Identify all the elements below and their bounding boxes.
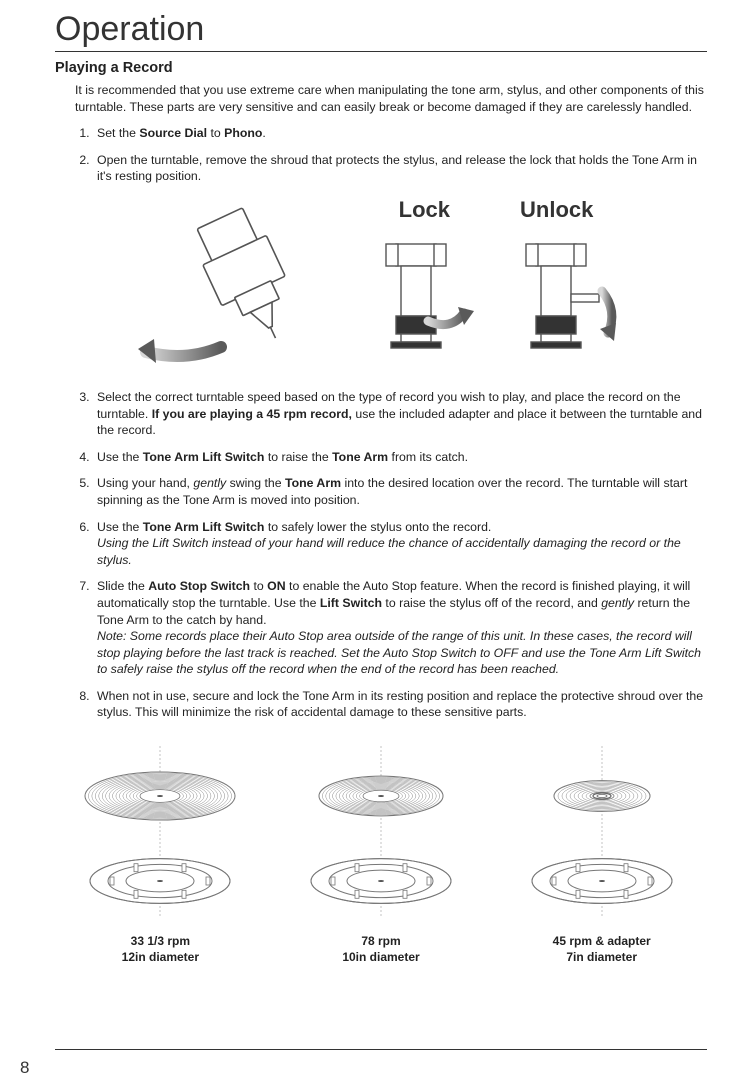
record-label-0: 33 1/3 rpm12in diameter — [55, 934, 266, 965]
footer-line — [55, 1049, 707, 1050]
page-number: 8 — [20, 1058, 29, 1078]
step-8: When not in use, secure and lock the Ton… — [93, 688, 707, 721]
diagram-row-1: Lock Unlock — [55, 197, 707, 371]
steps-list: Set the Source Dial to Phono. Open the t… — [75, 125, 707, 185]
step-7: Slide the Auto Stop Switch to ON to enab… — [93, 578, 707, 678]
record-item-1: 78 rpm10in diameter — [276, 746, 487, 965]
step-4: Use the Tone Arm Lift Switch to raise th… — [93, 449, 707, 466]
section-title: Playing a Record — [55, 60, 707, 76]
step-3: Select the correct turntable speed based… — [93, 389, 707, 439]
stylus-diagram — [126, 197, 326, 367]
record-item-2: 45 rpm & adapter7in diameter — [496, 746, 707, 965]
step-1: Set the Source Dial to Phono. — [93, 125, 707, 142]
step-2: Open the turntable, remove the shroud th… — [93, 152, 707, 185]
intro-text: It is recommended that you use extreme c… — [75, 82, 707, 115]
steps-list-cont: Select the correct turntable speed based… — [75, 389, 707, 721]
record-label-1: 78 rpm10in diameter — [276, 934, 487, 965]
record-item-0: 33 1/3 rpm12in diameter — [55, 746, 266, 965]
record-row: 33 1/3 rpm12in diameter 78 rpm10in diame… — [55, 746, 707, 965]
step-5: Using your hand, gently swing the Tone A… — [93, 475, 707, 508]
page-title: Operation — [55, 10, 707, 52]
unlock-label: Unlock — [520, 197, 593, 223]
step-6: Use the Tone Arm Lift Switch to safely l… — [93, 519, 707, 569]
lock-column: Lock Unlock — [356, 197, 636, 371]
record-label-2: 45 rpm & adapter7in diameter — [496, 934, 707, 965]
lock-label: Lock — [399, 197, 450, 223]
